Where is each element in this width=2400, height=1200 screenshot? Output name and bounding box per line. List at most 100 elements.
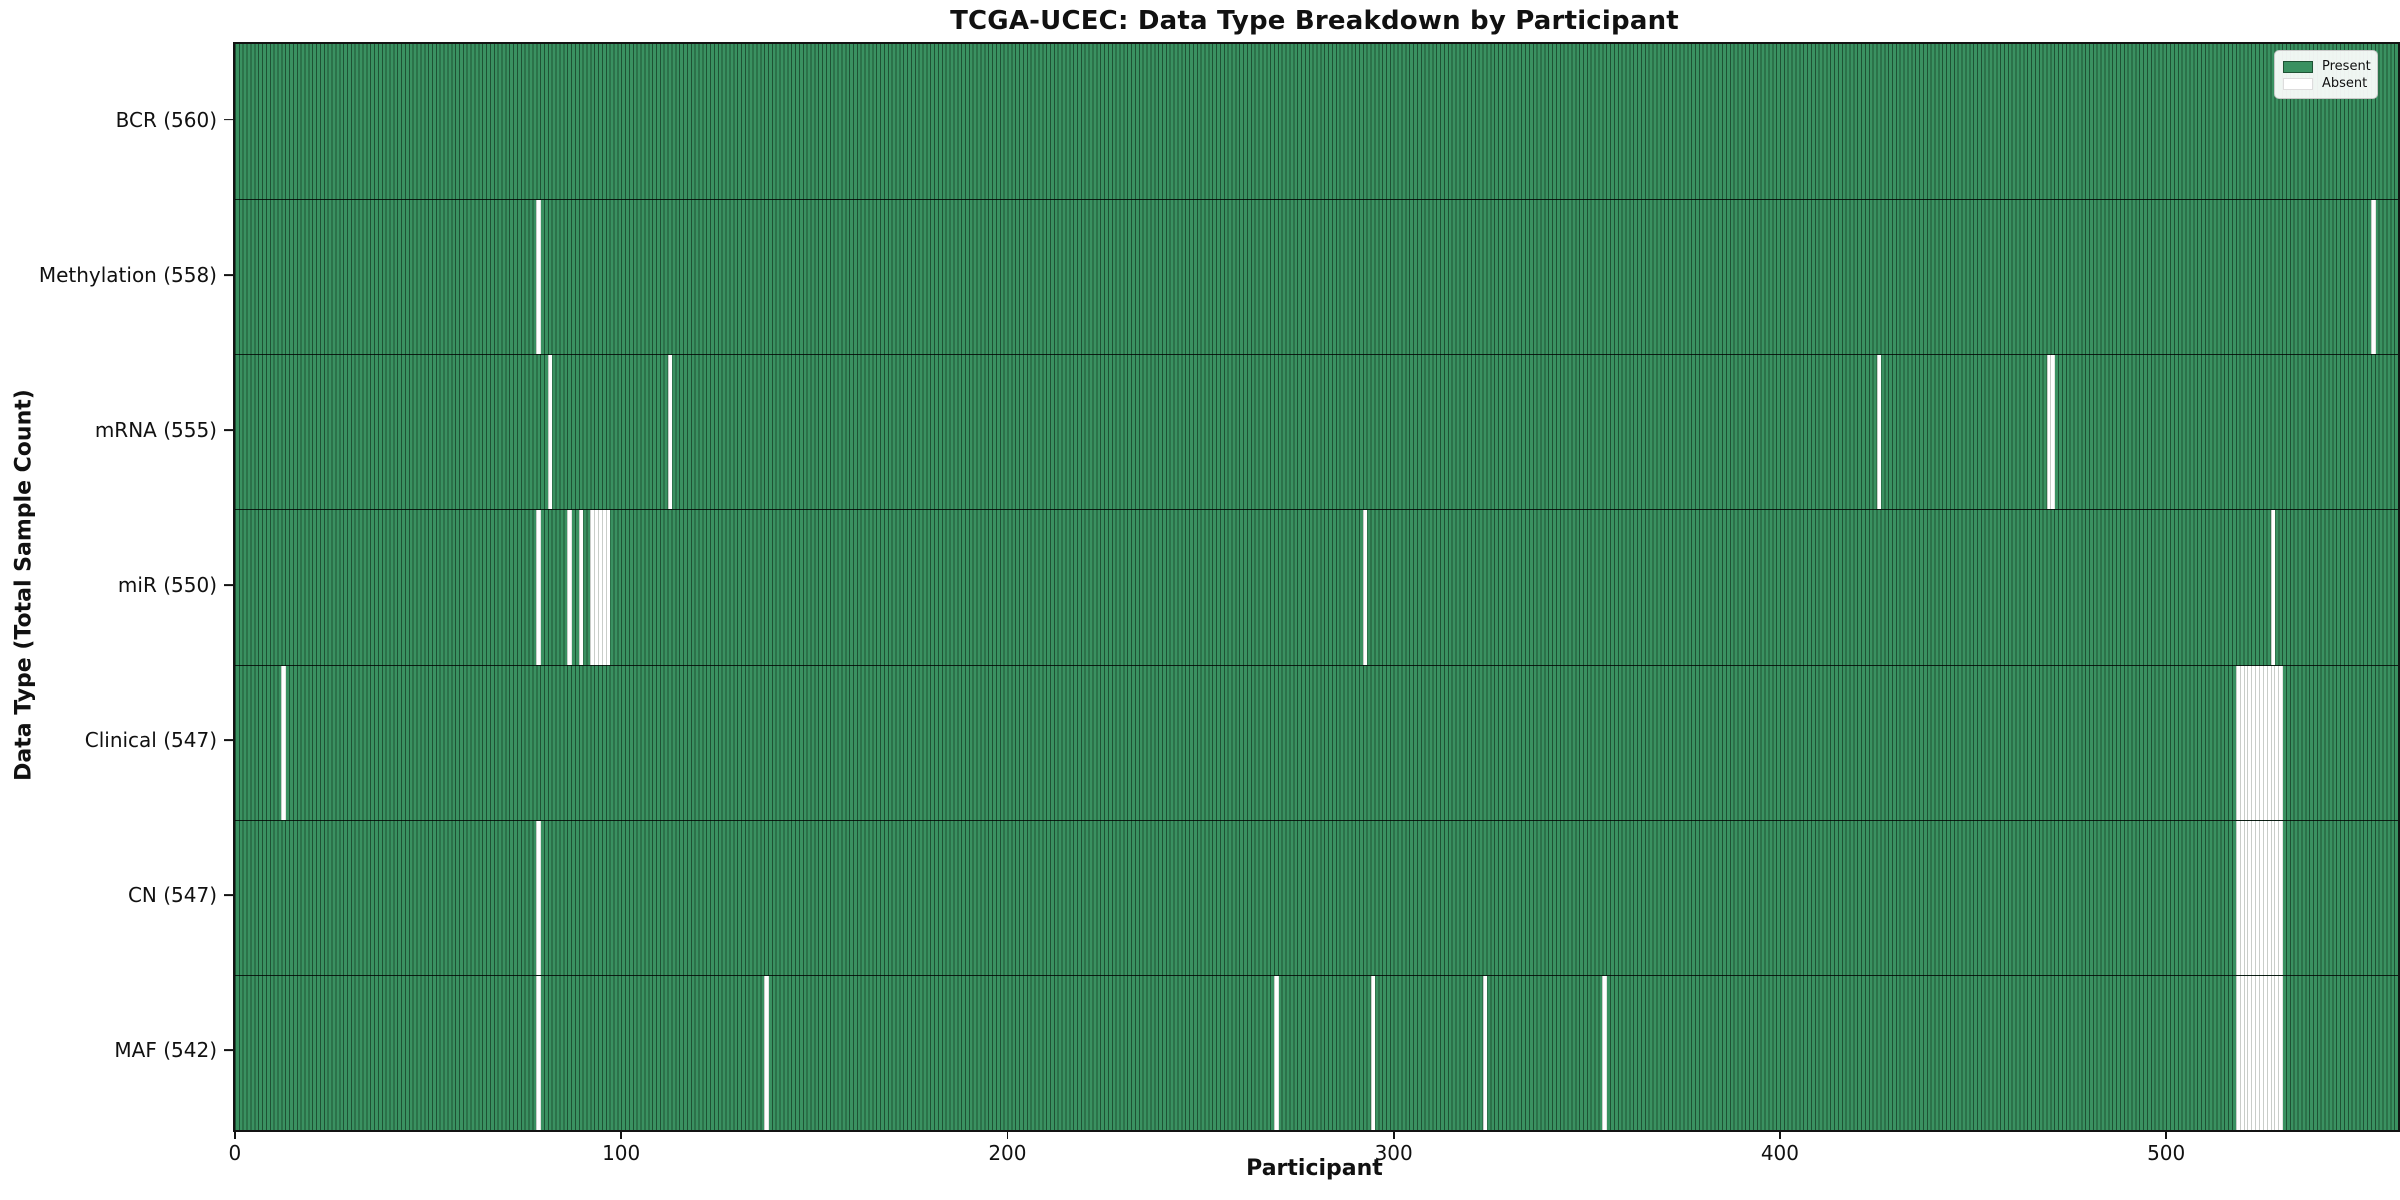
absent-gap (2247, 820, 2252, 975)
absent-gap (2239, 665, 2245, 820)
absent-gap (2251, 820, 2256, 975)
absent-gap (590, 510, 595, 665)
x-tick-mark (620, 1130, 623, 1139)
absent-gap (2278, 975, 2283, 1130)
absent-gap (2274, 975, 2279, 1130)
present-swatch-icon (2283, 60, 2313, 73)
absent-gap (2370, 200, 2376, 355)
absent-gap (2266, 820, 2272, 975)
x-axis-tick-labels: 0 100 200 300 400 500 (229, 1130, 2396, 1170)
absent-gap (2258, 665, 2264, 820)
x-axis-title: Participant (1246, 1156, 1383, 1181)
legend: Present Absent (2274, 50, 2378, 99)
absent-gap (536, 200, 541, 355)
chart-row-Methylation (235, 199, 2398, 355)
y-tick-mark (224, 273, 233, 276)
absent-gap (536, 510, 541, 665)
absent-gap (1362, 510, 1368, 665)
absent-gap (2270, 665, 2276, 820)
x-tick-label-0: 0 (228, 1141, 242, 1165)
y-tick-label-mRNA: mRNA (555) (94, 417, 217, 442)
x-tick-mark (2165, 1130, 2168, 1139)
absent-gap (2239, 975, 2245, 1130)
absent-gap (2258, 820, 2264, 975)
chart-row-MAF (235, 974, 2398, 1130)
legend-item-absent: Absent (2283, 75, 2369, 92)
x-tick-mark (1006, 1130, 1009, 1139)
x-tick-mark (1779, 1130, 1781, 1139)
absent-gap (536, 975, 541, 1130)
y-tick-mark (224, 739, 233, 742)
absent-gap (2046, 355, 2052, 510)
legend-label-present: Present (2322, 59, 2371, 74)
absent-gap (2243, 975, 2249, 1130)
absent-gap (2235, 820, 2241, 975)
absent-gap (2266, 665, 2272, 820)
y-tick-label-miR: miR (550) (117, 573, 217, 597)
absent-gap (2247, 665, 2252, 820)
chart-row-Clinical (235, 664, 2398, 820)
absent-gap (2262, 975, 2268, 1130)
absent-gap (2235, 665, 2241, 820)
legend-item-present: Present (2283, 58, 2371, 75)
legend-label-absent: Absent (2322, 76, 2368, 91)
absent-gap (764, 975, 769, 1130)
y-tick-mark (224, 894, 233, 897)
x-tick-label-500: 500 (2147, 1141, 2186, 1165)
y-tick-label-Methylation: Methylation (558) (38, 262, 217, 287)
y-tick-label-Clinical: Clinical (547) (84, 728, 217, 753)
chart-row-BCR (235, 44, 2398, 200)
absent-gap (536, 820, 541, 975)
absent-gap (667, 355, 673, 510)
absent-gap (2278, 820, 2283, 975)
rows-container (235, 44, 2398, 1130)
x-tick-label-400: 400 (1760, 1141, 1800, 1165)
x-tick-mark (234, 1130, 236, 1139)
y-tick-label-CN: CN (547) (127, 883, 217, 908)
absent-gap (281, 665, 286, 820)
y-tick-mark (224, 428, 233, 431)
absent-gap (547, 355, 553, 510)
chart-row-miR (235, 509, 2398, 665)
absent-gap (2278, 665, 2283, 820)
absent-gap (2255, 975, 2260, 1130)
absent-gap (2243, 820, 2249, 975)
absent-gap (598, 510, 603, 665)
y-tick-mark (224, 118, 233, 121)
absent-gap (578, 510, 584, 665)
absent-gap (2262, 665, 2268, 820)
absent-gap (2270, 510, 2276, 665)
x-tick-label-200: 200 (988, 1141, 1027, 1165)
chart-row-CN (235, 819, 2398, 975)
chart-row-mRNA (235, 354, 2398, 510)
absent-gap (594, 510, 599, 665)
y-tick-label-MAF: MAF (542) (114, 1038, 217, 1063)
x-tick-label-300: 300 (1374, 1141, 1413, 1165)
absent-gap (2247, 975, 2252, 1130)
x-tick-label-100: 100 (602, 1141, 641, 1165)
absent-gap (2262, 820, 2268, 975)
absent-gap (2270, 820, 2276, 975)
absent-gap (2251, 665, 2256, 820)
absent-gap (605, 510, 611, 665)
chart-title: TCGA-UCEC: Data Type Breakdown by Partic… (950, 6, 1679, 36)
absent-gap (1602, 975, 1607, 1130)
absent-gap (2266, 975, 2272, 1130)
absent-gap (2258, 975, 2264, 1130)
absent-gap (2270, 975, 2276, 1130)
absent-swatch-icon (2283, 77, 2313, 90)
absent-gap (2255, 820, 2260, 975)
absent-gap (2243, 665, 2249, 820)
absent-gap (2274, 665, 2279, 820)
y-axis-tick-labels: BCR (560) Methylation (558) mRNA (555) miR … (0, 42, 233, 1128)
absent-gap (2235, 975, 2241, 1130)
absent-gap (601, 510, 607, 665)
y-tick-label-BCR: BCR (560) (115, 107, 217, 132)
y-tick-mark (224, 1049, 233, 1052)
absent-gap (2255, 665, 2260, 820)
absent-gap (2050, 355, 2055, 510)
absent-gap (1274, 975, 1279, 1130)
absent-gap (2239, 820, 2245, 975)
y-tick-mark (224, 584, 233, 586)
